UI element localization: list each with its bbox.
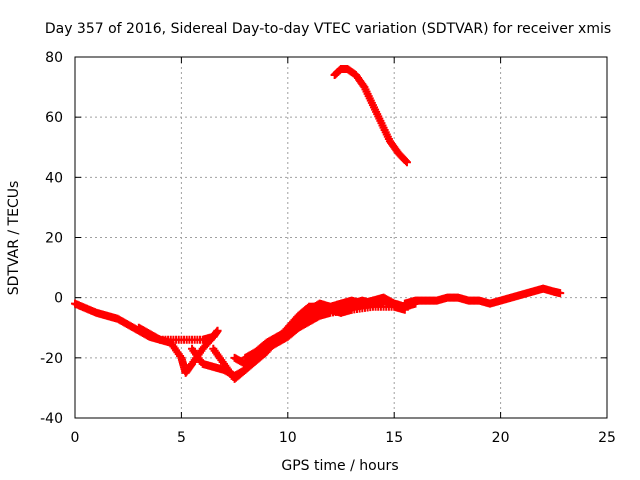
data-point — [401, 157, 410, 166]
data-point — [556, 289, 565, 298]
series-track-i — [330, 65, 411, 167]
x-tick-label: 5 — [177, 430, 186, 446]
x-ticks: 0 5 10 15 20 25 — [71, 57, 616, 446]
data-point — [402, 158, 411, 167]
x-tick-label: 0 — [71, 430, 80, 446]
x-tick-label: 25 — [598, 430, 616, 446]
grid — [75, 57, 607, 418]
data-points — [71, 65, 565, 383]
series-track-h — [400, 284, 565, 308]
y-ticks: -40 -20 0 20 40 60 80 — [40, 50, 607, 427]
x-axis-label: GPS time / hours — [281, 458, 398, 474]
data-point — [213, 326, 222, 335]
series-track-b — [134, 323, 218, 344]
x-tick-label: 15 — [385, 430, 403, 446]
series-track-a — [71, 299, 222, 377]
chart-title: Day 357 of 2016, Sidereal Day-to-day VTE… — [45, 21, 611, 37]
y-tick-label: 40 — [45, 170, 63, 186]
y-tick-label: 80 — [45, 50, 63, 66]
y-tick-label: -20 — [40, 351, 63, 367]
y-tick-label: 60 — [45, 110, 63, 126]
y-tick-label: 20 — [45, 231, 63, 247]
y-tick-label: 0 — [54, 291, 63, 307]
series-track-g — [251, 296, 420, 356]
y-tick-label: -40 — [40, 411, 63, 427]
y-axis-label: SDTVAR / TECUs — [6, 181, 22, 296]
data-point — [209, 332, 218, 341]
x-tick-label: 10 — [279, 430, 297, 446]
x-tick-label: 20 — [492, 430, 510, 446]
